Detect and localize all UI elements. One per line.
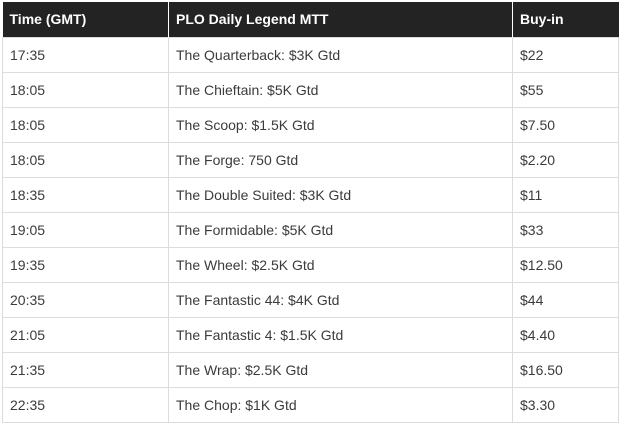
cell-buy-in: $44 — [512, 281, 619, 318]
cell-time: 20:35 — [2, 281, 169, 318]
table-row: 19:35 The Wheel: $2.5K Gtd $12.50 — [2, 246, 619, 283]
cell-tournament-name: The Chop: $1K Gtd — [168, 386, 513, 423]
cell-buy-in: $2.20 — [512, 141, 619, 178]
cell-tournament-name: The Forge: 750 Gtd — [168, 141, 513, 178]
table-row: 20:35 The Fantastic 44: $4K Gtd $44 — [2, 281, 619, 318]
cell-buy-in: $3.30 — [512, 386, 619, 423]
header-time: Time (GMT) — [2, 2, 169, 37]
cell-buy-in: $22 — [512, 36, 619, 73]
cell-time: 18:05 — [2, 141, 169, 178]
table-row: 18:35 The Double Suited: $3K Gtd $11 — [2, 176, 619, 213]
cell-tournament-name: The Formidable: $5K Gtd — [168, 211, 513, 248]
cell-time: 22:35 — [2, 386, 169, 423]
cell-buy-in: $4.40 — [512, 316, 619, 353]
table-row: 18:05 The Chieftain: $5K Gtd $55 — [2, 71, 619, 108]
cell-tournament-name: The Double Suited: $3K Gtd — [168, 176, 513, 213]
cell-buy-in: $11 — [512, 176, 619, 213]
table-body: 17:35 The Quarterback: $3K Gtd $22 18:05 The… — [2, 36, 619, 423]
table-row: 21:05 The Fantastic 4: $1.5K Gtd $4.40 — [2, 316, 619, 353]
cell-tournament-name: The Wrap: $2.5K Gtd — [168, 351, 513, 388]
table-row: 19:05 The Formidable: $5K Gtd $33 — [2, 211, 619, 248]
cell-time: 21:05 — [2, 316, 169, 353]
cell-tournament-name: The Wheel: $2.5K Gtd — [168, 246, 513, 283]
cell-time: 19:35 — [2, 246, 169, 283]
table-row: 17:35 The Quarterback: $3K Gtd $22 — [2, 36, 619, 73]
table-row: 18:05 The Forge: 750 Gtd $2.20 — [2, 141, 619, 178]
cell-tournament-name: The Quarterback: $3K Gtd — [168, 36, 513, 73]
header-buy-in: Buy-in — [512, 2, 619, 37]
cell-tournament-name: The Scoop: $1.5K Gtd — [168, 106, 513, 143]
cell-tournament-name: The Fantastic 4: $1.5K Gtd — [168, 316, 513, 353]
cell-buy-in: $33 — [512, 211, 619, 248]
header-row: Time (GMT) PLO Daily Legend MTT Buy-in — [2, 2, 619, 37]
cell-buy-in: $7.50 — [512, 106, 619, 143]
table-header: Time (GMT) PLO Daily Legend MTT Buy-in — [2, 2, 619, 37]
cell-time: 19:05 — [2, 211, 169, 248]
cell-time: 21:35 — [2, 351, 169, 388]
cell-time: 18:05 — [2, 106, 169, 143]
cell-time: 18:05 — [2, 71, 169, 108]
cell-buy-in: $12.50 — [512, 246, 619, 283]
table-row: 22:35 The Chop: $1K Gtd $3.30 — [2, 386, 619, 423]
header-tournament: PLO Daily Legend MTT — [168, 2, 513, 37]
cell-time: 17:35 — [2, 36, 169, 73]
cell-buy-in: $55 — [512, 71, 619, 108]
table-row: 18:05 The Scoop: $1.5K Gtd $7.50 — [2, 106, 619, 143]
cell-buy-in: $16.50 — [512, 351, 619, 388]
cell-time: 18:35 — [2, 176, 169, 213]
cell-tournament-name: The Fantastic 44: $4K Gtd — [168, 281, 513, 318]
cell-tournament-name: The Chieftain: $5K Gtd — [168, 71, 513, 108]
table-row: 21:35 The Wrap: $2.5K Gtd $16.50 — [2, 351, 619, 388]
